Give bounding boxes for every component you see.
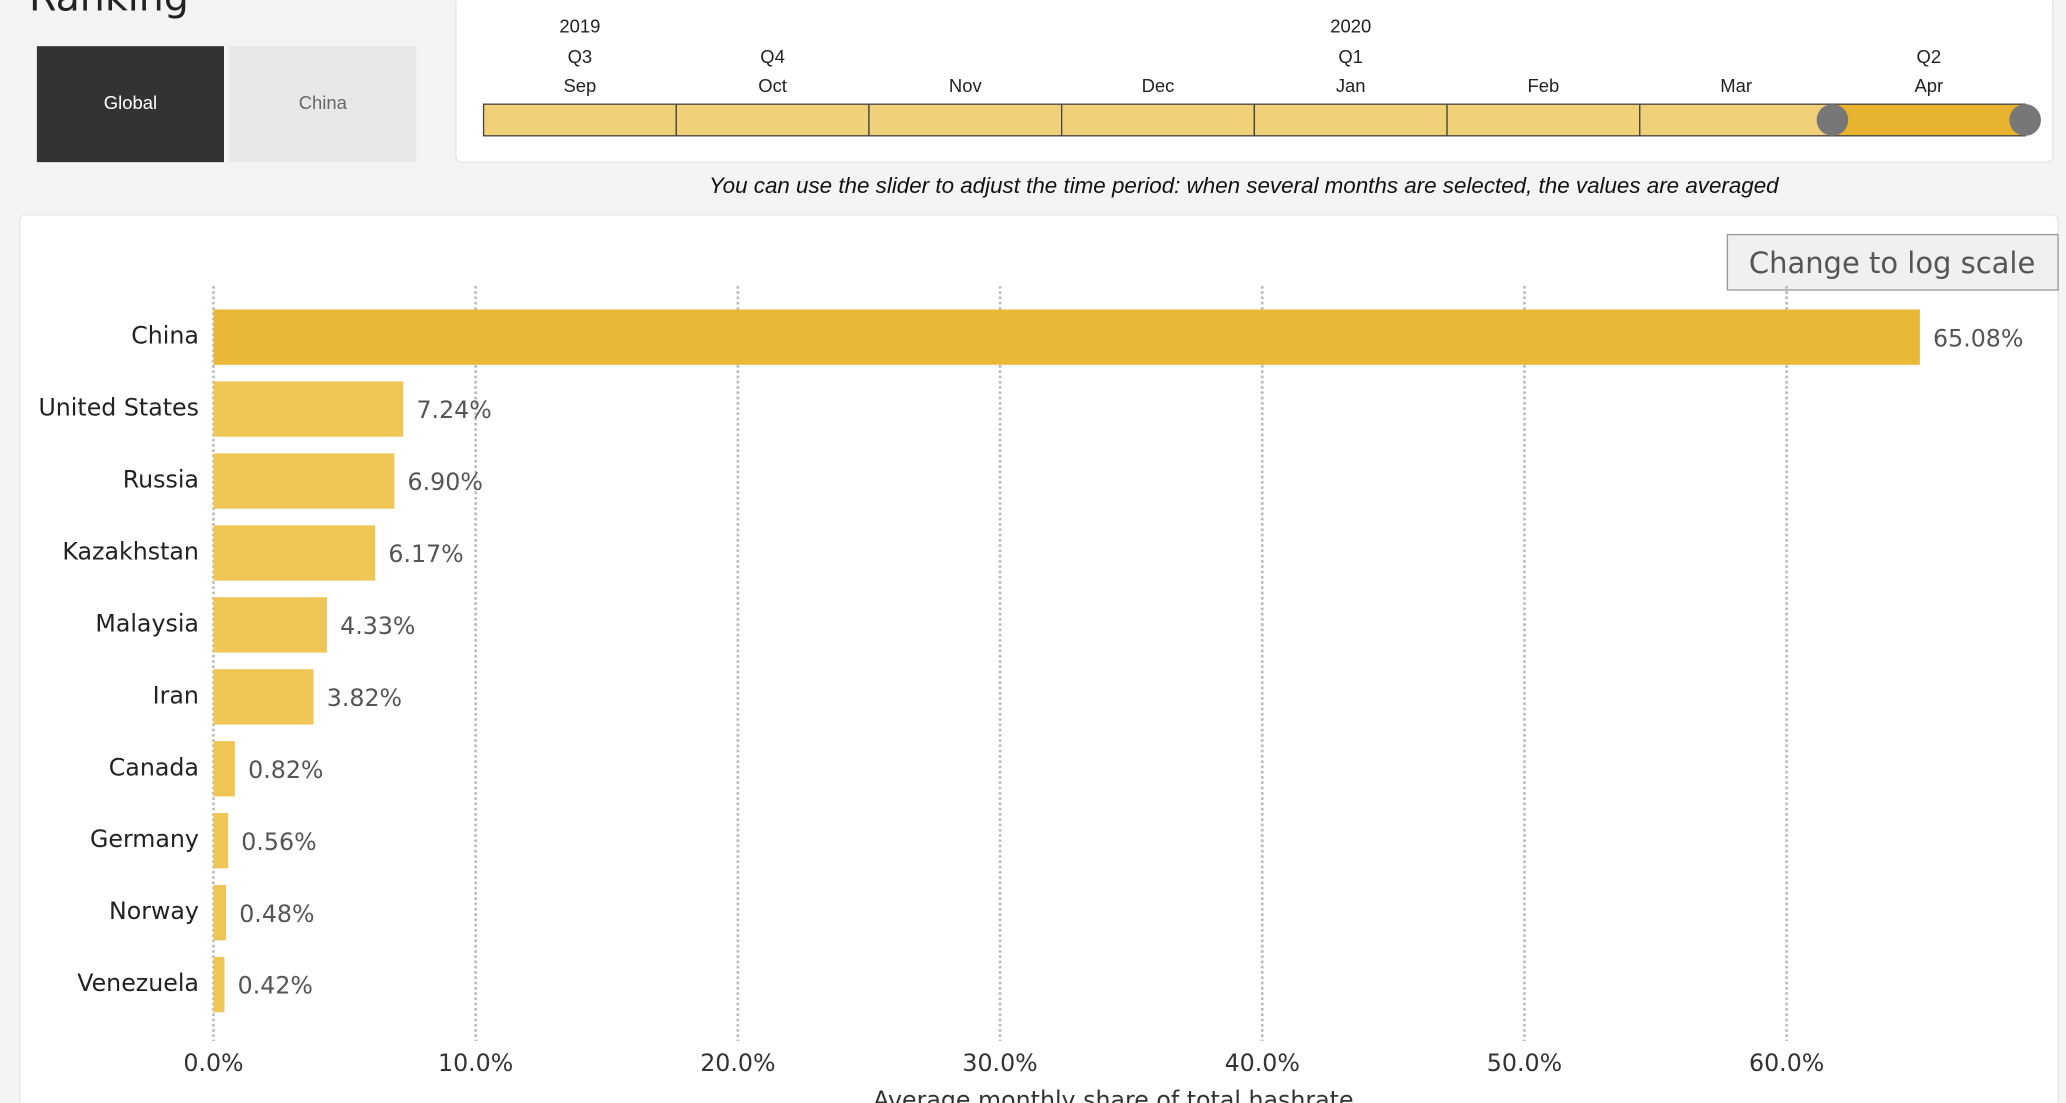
- bar: [213, 453, 395, 509]
- value-label: 3.82%: [327, 684, 402, 712]
- tab-china[interactable]: [229, 46, 417, 163]
- category-label: Venezuela: [77, 969, 199, 997]
- tab-global[interactable]: [36, 46, 224, 163]
- slider-segment[interactable]: [1060, 103, 1256, 137]
- value-label: 6.17%: [388, 540, 463, 568]
- chart: 0.0% 10.0% 20.0% 30.0% 40.0% 50.0% 60.0% China 6…: [38, 286, 2023, 1103]
- slider-segment[interactable]: [1831, 103, 2026, 137]
- tab-label[interactable]: China: [299, 92, 348, 113]
- bar: [213, 381, 404, 437]
- x-axis-label: Average monthly share of total hashrate: [873, 1086, 1353, 1103]
- value-label: 0.48%: [239, 900, 314, 928]
- value-label: 65.08%: [1933, 324, 2023, 352]
- bar: [213, 669, 314, 725]
- category-label: United States: [38, 394, 199, 422]
- category-label: Germany: [90, 825, 199, 853]
- x-tick-label: 0.0%: [183, 1049, 243, 1077]
- slider-month: Sep: [564, 75, 597, 96]
- bar: [213, 956, 225, 1013]
- slider-month: Apr: [1914, 75, 1943, 96]
- category-label: Canada: [109, 753, 199, 781]
- value-label: 4.33%: [340, 612, 415, 640]
- value-label: 7.24%: [416, 396, 491, 424]
- slider-month: Mar: [1720, 75, 1752, 96]
- value-label: 0.42%: [238, 972, 313, 1000]
- slider[interactable]: 2019 Q3 Sep Q4 Oct Nov Dec 2020 Q1 Jan Feb Mar Q2 Apr: [482, 16, 2041, 137]
- slider-month: Jan: [1336, 75, 1366, 96]
- slider-month: Dec: [1142, 75, 1175, 96]
- slider-year: 2019: [559, 16, 600, 37]
- slider-segment[interactable]: [868, 103, 1063, 137]
- category-label: China: [131, 322, 199, 350]
- slider-month: Feb: [1528, 75, 1560, 96]
- x-tick-label: 50.0%: [1487, 1049, 1562, 1077]
- slider-panel: [455, 0, 2054, 163]
- value-label: 0.56%: [241, 828, 316, 856]
- bar: [213, 741, 235, 797]
- bar: [213, 525, 376, 581]
- slider-quarter: Q4: [760, 46, 785, 67]
- category-label: Russia: [123, 466, 199, 494]
- chart-panel: [19, 214, 2059, 1103]
- slider-month: Oct: [758, 75, 787, 96]
- x-tick-label: 10.0%: [438, 1049, 513, 1077]
- heading: Ranking: [29, 0, 189, 21]
- slider-quarter: Q1: [1338, 46, 1363, 67]
- bar: [213, 884, 227, 941]
- slider-segment[interactable]: [1253, 103, 1448, 137]
- value-label: 0.82%: [248, 756, 323, 784]
- x-tick-label: 20.0%: [700, 1049, 775, 1077]
- category-label: Norway: [109, 897, 199, 925]
- x-tick-label: 60.0%: [1749, 1049, 1824, 1077]
- slider-handle[interactable]: [1816, 104, 1849, 136]
- category-label: Kazakhstan: [62, 537, 199, 565]
- slider-handle[interactable]: [2009, 104, 2041, 136]
- bar: [213, 813, 229, 869]
- slider-segment[interactable]: [1446, 103, 1641, 137]
- slider-year: 2020: [1330, 16, 1371, 37]
- slider-segment[interactable]: [482, 103, 677, 137]
- slider-segment[interactable]: [1639, 103, 1834, 137]
- slider-segment[interactable]: [675, 103, 870, 137]
- x-tick-label: 40.0%: [1225, 1049, 1300, 1077]
- category-label: Iran: [153, 681, 199, 709]
- category-label: Malaysia: [95, 609, 199, 637]
- slider-quarter: Q3: [568, 46, 593, 67]
- value-label: 6.90%: [408, 468, 483, 496]
- log-button[interactable]: [1726, 233, 2059, 291]
- log-button-label[interactable]: Change to log scale: [1749, 246, 2035, 280]
- slider-quarter: Q2: [1917, 46, 1942, 67]
- note: You can use the slider to adjust the tim…: [709, 173, 1780, 198]
- slider-month: Nov: [949, 75, 983, 96]
- x-tick-label: 30.0%: [962, 1049, 1037, 1077]
- bar: [213, 597, 327, 653]
- tab-label[interactable]: Global: [104, 92, 157, 113]
- bar: [213, 309, 1920, 365]
